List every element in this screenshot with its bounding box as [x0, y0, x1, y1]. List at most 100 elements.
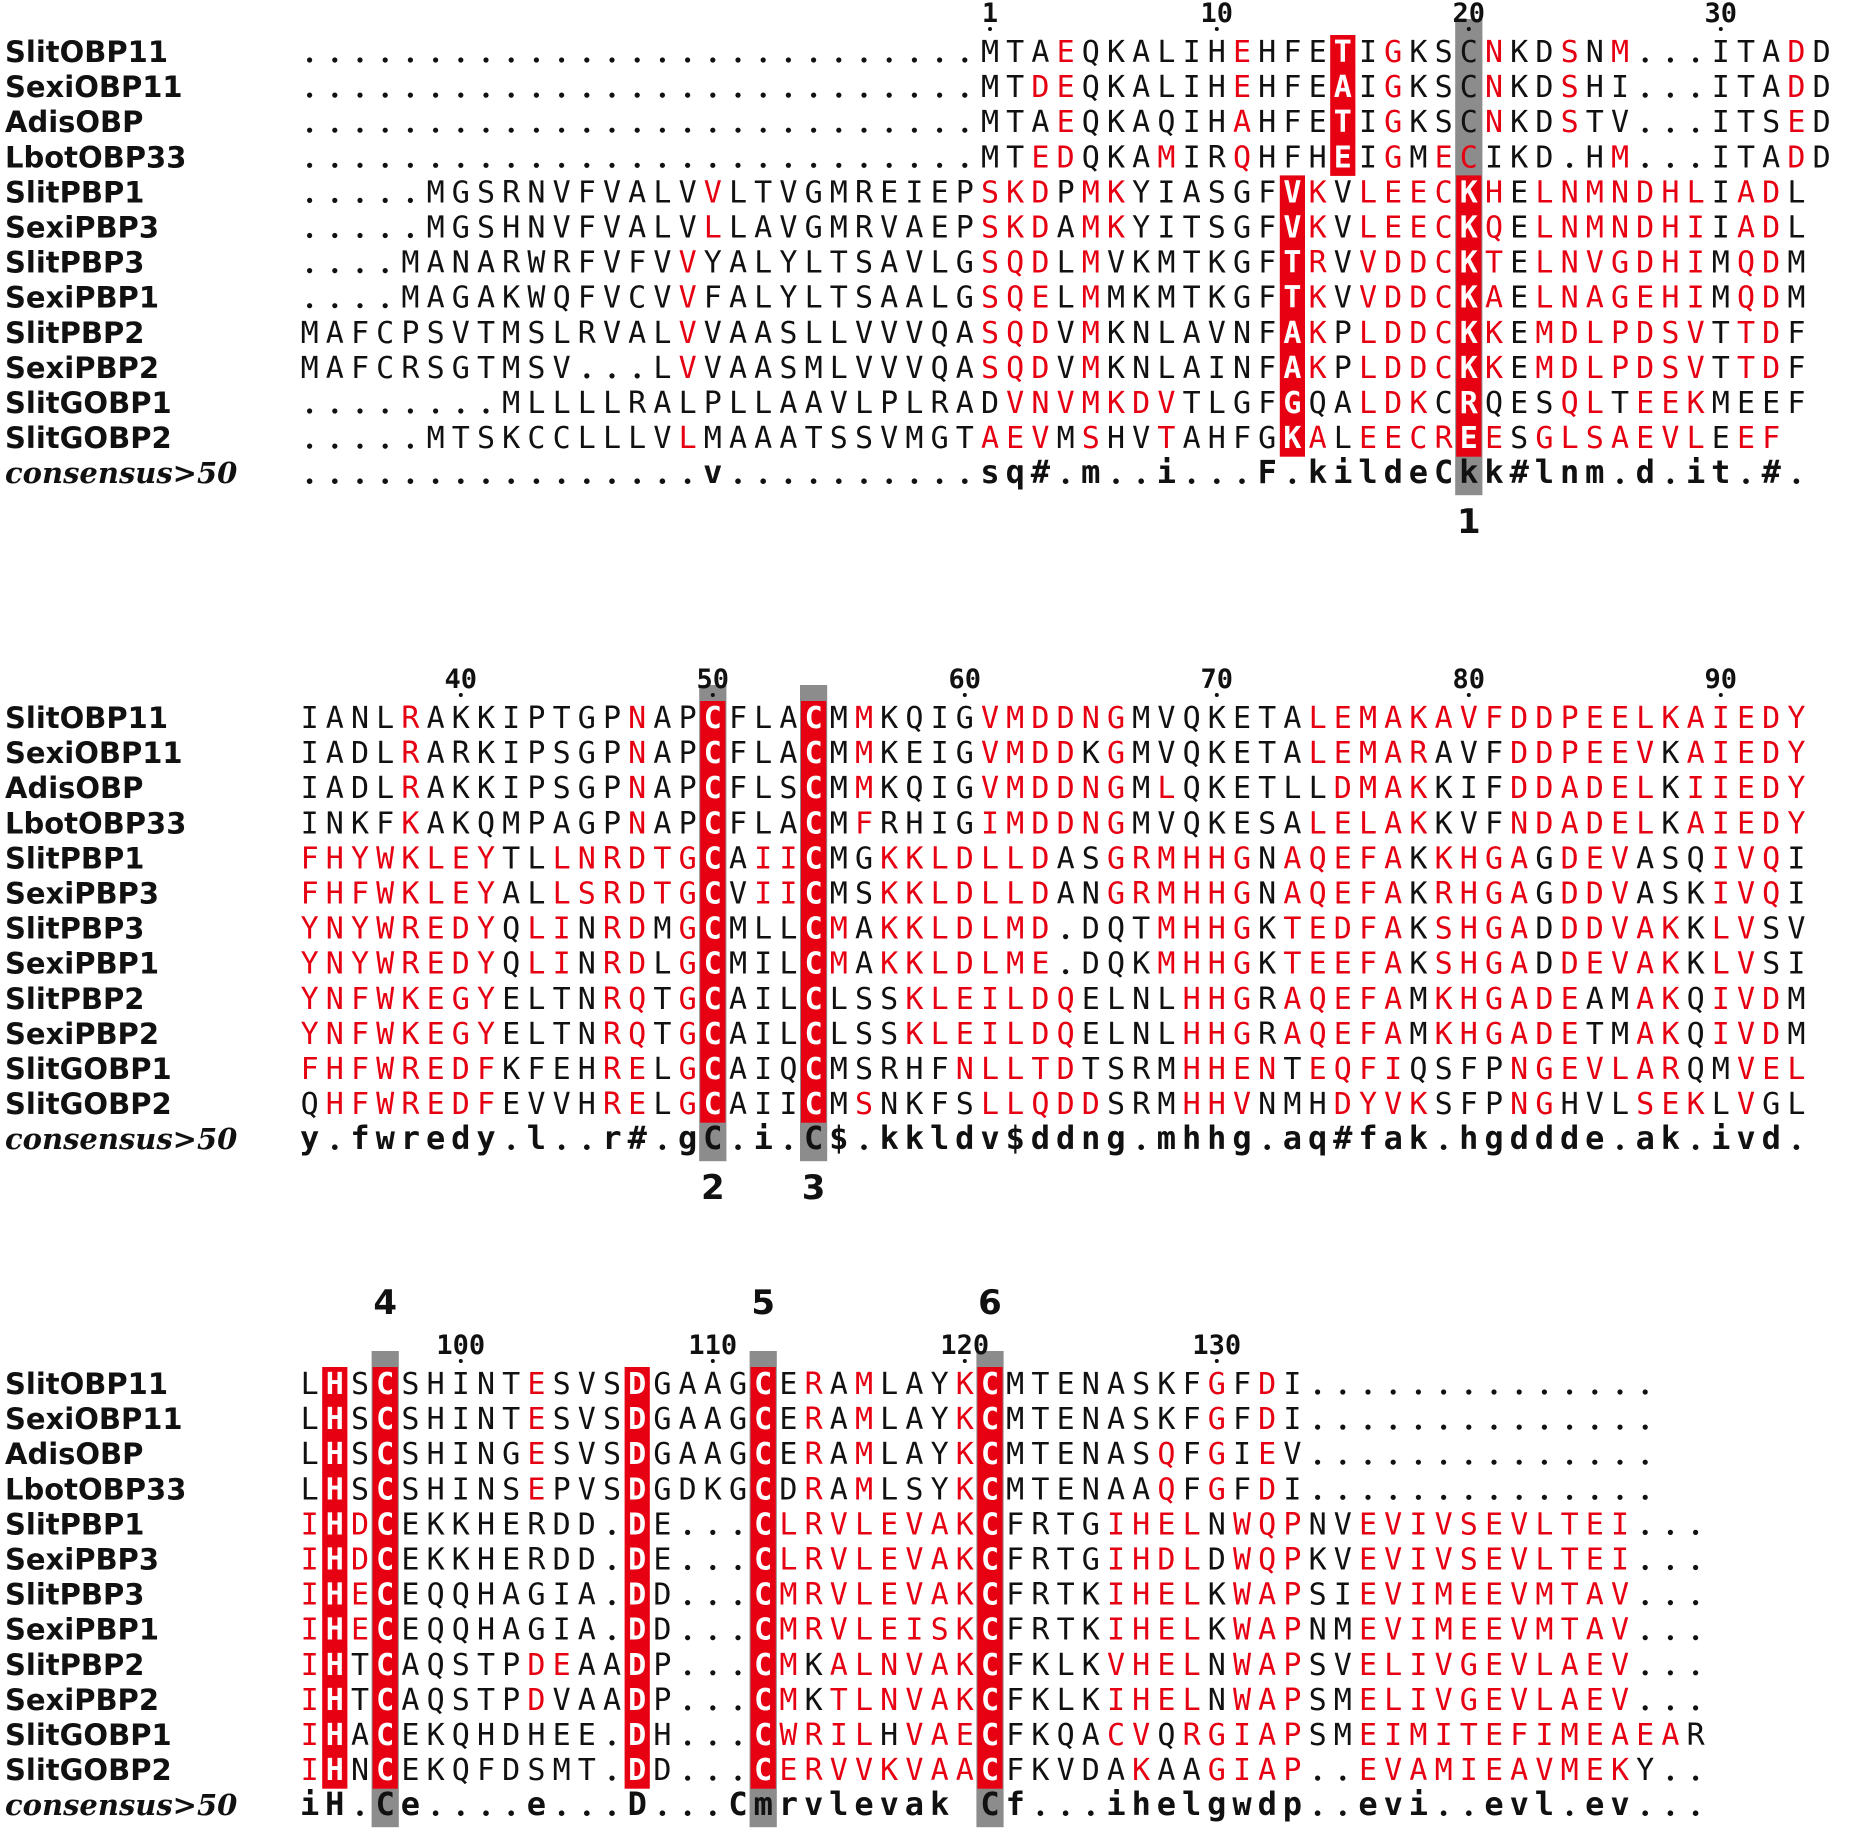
- residue: K: [1661, 982, 1679, 1017]
- consensus-residue: C: [703, 1119, 722, 1157]
- gap-dot: [962, 57, 968, 63]
- residue: M: [1359, 771, 1377, 806]
- residue: Q: [1687, 841, 1705, 876]
- residue: K: [1409, 386, 1427, 421]
- residue: G: [956, 771, 974, 806]
- residue: M: [1611, 982, 1629, 1017]
- residue: L: [1006, 1017, 1024, 1052]
- residue: L: [981, 947, 999, 982]
- residue: F: [704, 281, 722, 316]
- residue: V: [1661, 421, 1679, 456]
- residue: S: [1636, 1087, 1654, 1122]
- residue: A: [1636, 947, 1654, 982]
- gap-dot: [1667, 1670, 1673, 1676]
- consensus-gap-dot: [558, 478, 565, 485]
- residue: V: [1157, 386, 1175, 421]
- residue: L: [1535, 1683, 1553, 1718]
- consensus-residue: l: [930, 1119, 949, 1157]
- identical-residue-box: [801, 1052, 827, 1088]
- residue: M: [1157, 841, 1175, 876]
- residue: C: [704, 947, 722, 982]
- residue: R: [527, 1543, 546, 1578]
- identical-residue-box: [322, 1718, 348, 1754]
- residue: M: [855, 1437, 873, 1472]
- residue: L: [754, 281, 772, 316]
- residue: Q: [1031, 1087, 1049, 1122]
- residue: D: [1561, 351, 1579, 386]
- gap-dot: [1415, 1424, 1421, 1430]
- residue: Q: [1157, 1718, 1175, 1753]
- residue: E: [1737, 771, 1755, 806]
- identical-residue-box: [750, 1753, 776, 1789]
- residue: G: [679, 841, 697, 876]
- residue: G: [956, 736, 974, 771]
- gap-dot: [307, 443, 313, 449]
- residue: F: [628, 246, 646, 281]
- identical-residue-box: [372, 1472, 398, 1508]
- residue: S: [1132, 1437, 1150, 1472]
- residue: L: [1006, 1087, 1024, 1122]
- residue: D: [1586, 771, 1604, 806]
- residue: H: [1258, 70, 1276, 105]
- residue: K: [1107, 351, 1125, 386]
- residue: I: [301, 771, 319, 806]
- residue: M: [855, 1472, 873, 1507]
- residue: A: [427, 806, 445, 841]
- gap-dot: [836, 127, 842, 133]
- residue: G: [1233, 211, 1251, 246]
- consensus-gap-dot: [332, 478, 338, 485]
- residue: I: [754, 1087, 772, 1122]
- residue: V: [905, 1753, 923, 1788]
- residue: T: [830, 281, 848, 316]
- residue: P: [1283, 1543, 1301, 1578]
- residue: E: [1561, 1017, 1579, 1052]
- residue: A: [880, 246, 898, 281]
- gap-dot: [1567, 1459, 1573, 1465]
- residue: A: [1586, 1578, 1604, 1613]
- residue: D: [628, 1578, 646, 1613]
- residue: V: [830, 1543, 848, 1578]
- residue: L: [527, 912, 545, 947]
- gap-dot: [458, 127, 464, 133]
- residue: M: [1535, 1578, 1553, 1613]
- consensus-residue: e: [527, 1785, 546, 1823]
- residue: P: [603, 701, 621, 736]
- residue: T: [553, 701, 571, 736]
- consensus-residue: $: [1006, 1119, 1025, 1157]
- residue: G: [1233, 841, 1251, 876]
- residue: I: [779, 877, 797, 912]
- residue: I: [779, 1087, 797, 1122]
- gap-dot: [1693, 57, 1699, 63]
- residue: K: [880, 736, 898, 771]
- residue: C: [376, 1367, 394, 1402]
- residue: H: [326, 1507, 344, 1542]
- residue: L: [1384, 1648, 1402, 1683]
- residue: E: [931, 175, 949, 210]
- residue: D: [1031, 701, 1049, 736]
- residue: A: [704, 1367, 722, 1402]
- residue: E: [1636, 1718, 1654, 1753]
- residue: L: [1057, 246, 1075, 281]
- residue: G: [1762, 1087, 1780, 1122]
- residue: E: [880, 1543, 898, 1578]
- residue: M: [1006, 806, 1024, 841]
- sequence-name: AdisOBP: [5, 105, 143, 139]
- residue: N: [1132, 982, 1150, 1017]
- residue: E: [1233, 806, 1251, 841]
- residue: M: [1787, 281, 1805, 316]
- residue: E: [427, 1052, 445, 1087]
- residue: E: [1309, 947, 1327, 982]
- residue: Q: [1485, 386, 1503, 421]
- residue: D: [628, 1472, 646, 1507]
- consensus-residue: q: [1006, 453, 1025, 491]
- residue: G: [452, 281, 470, 316]
- identical-residue-box: [1456, 210, 1482, 247]
- residue: L: [427, 877, 445, 912]
- residue: E: [1586, 1683, 1604, 1718]
- residue: S: [1535, 386, 1553, 421]
- gap-dot: [433, 57, 439, 63]
- residue: Q: [905, 771, 923, 806]
- residue: V: [1057, 316, 1075, 351]
- residue: I: [452, 1402, 470, 1437]
- identical-residue-box: [801, 911, 827, 948]
